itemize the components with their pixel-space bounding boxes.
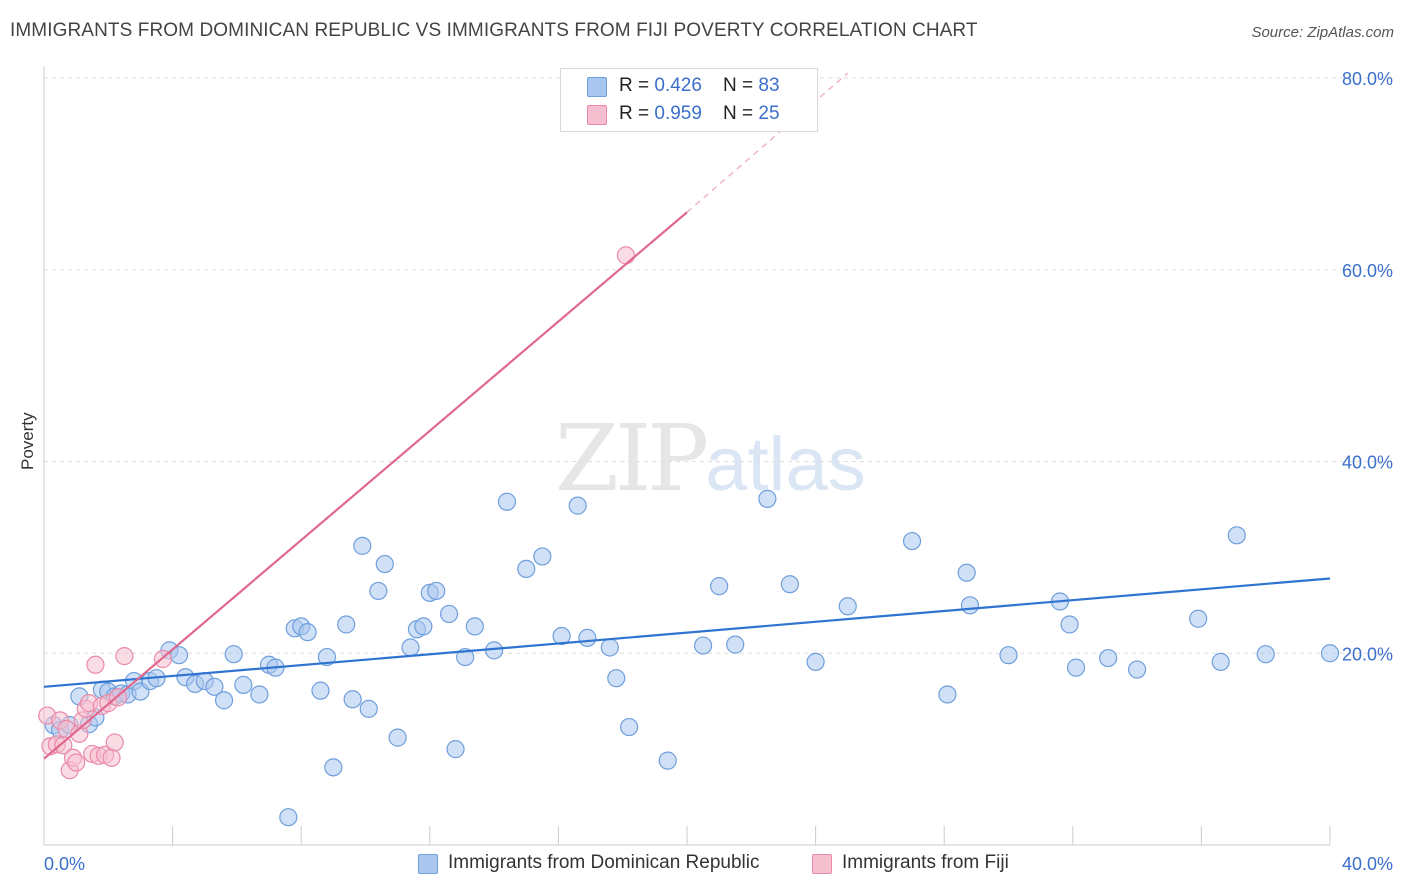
y-tick-label: 80.0%	[1342, 69, 1393, 89]
fiji-trend-line	[43, 211, 688, 760]
dominican-point	[234, 675, 253, 694]
watermark-atlas: atlas	[705, 422, 866, 507]
dominican-point	[902, 531, 922, 551]
legend-n-value: 25	[758, 103, 780, 124]
dominican-point	[369, 581, 388, 601]
dominican-point	[497, 492, 517, 511]
dominican-point	[517, 559, 536, 578]
fiji-point	[616, 246, 636, 265]
dominican-point	[456, 647, 475, 667]
correlation-legend: R = 0.426 N = 83 R = 0.959 N = 25	[560, 68, 818, 132]
dominican-point	[999, 646, 1018, 665]
dominican-point	[427, 581, 446, 601]
dominican-point	[960, 596, 980, 615]
legend-swatch-pink	[812, 854, 832, 874]
legend-n-value: 83	[758, 75, 780, 96]
dominican-point	[337, 615, 356, 634]
dominican-point	[780, 575, 799, 594]
dominican-point	[414, 617, 433, 636]
dominican-point	[838, 597, 857, 616]
legend-swatch-blue	[418, 854, 438, 874]
dominican-point	[298, 623, 317, 642]
dominican-point	[279, 808, 298, 827]
dominican-point	[758, 489, 777, 508]
legend-swatch-blue	[587, 77, 607, 97]
dominican-point	[607, 669, 626, 688]
y-tick-label: 60.0%	[1342, 261, 1393, 281]
dominican-point	[726, 635, 745, 654]
dominican-trend-line	[43, 577, 1331, 688]
watermark: ZIPatlas	[555, 405, 866, 512]
dominican-point	[401, 638, 420, 657]
dominican-point	[658, 751, 677, 770]
x-tick-label: 40.0%	[1342, 854, 1393, 874]
dominican-point	[465, 617, 484, 636]
fiji-point	[86, 655, 105, 674]
fiji-point	[67, 753, 86, 772]
dominican-point	[1189, 609, 1208, 628]
watermark-zip: ZIP	[555, 405, 709, 512]
dominican-point	[710, 577, 729, 596]
legend-label-dominican: Immigrants from Dominican Republic	[448, 852, 760, 873]
legend-swatch-pink	[587, 105, 607, 125]
dominican-point	[214, 691, 234, 710]
fiji-trend-extension	[686, 72, 849, 213]
dominican-point	[620, 717, 639, 737]
dominican-point	[938, 685, 957, 704]
legend-n-label: N =	[723, 103, 759, 124]
dominican-point	[375, 554, 394, 574]
dominican-point	[388, 728, 407, 747]
dominican-point	[578, 628, 597, 648]
dominican-point	[1256, 645, 1275, 664]
legend-r-label: R =	[619, 75, 655, 96]
legend-n-label: N =	[723, 75, 759, 96]
dominican-point	[552, 626, 571, 646]
dominican-point	[1127, 660, 1147, 679]
dominican-point	[693, 636, 713, 655]
legend-r-value: 0.959	[654, 103, 702, 124]
fiji-point	[105, 733, 124, 752]
dominican-point	[1320, 644, 1340, 663]
dominican-point	[957, 563, 976, 582]
dominican-point	[359, 699, 378, 718]
dominican-point	[1066, 658, 1086, 677]
legend-r-label: R =	[619, 103, 655, 124]
dominican-point	[224, 645, 243, 664]
fiji-point	[115, 647, 134, 666]
dominican-point	[353, 536, 372, 555]
dominican-point	[446, 740, 465, 759]
dominican-point	[250, 685, 269, 704]
x-tick-label: 0.0%	[44, 854, 85, 874]
y-tick-label: 20.0%	[1342, 644, 1393, 664]
fiji-point	[102, 748, 121, 767]
dominican-point	[324, 758, 343, 777]
dominican-point	[1227, 526, 1246, 545]
source-label: Source: ZipAtlas.com	[1251, 24, 1394, 41]
legend-r-value: 0.426	[654, 75, 702, 96]
dominican-point	[1211, 652, 1230, 671]
dominican-point	[205, 677, 224, 696]
dominican-point	[311, 681, 330, 700]
chart-title: IMMIGRANTS FROM DOMINICAN REPUBLIC VS IM…	[10, 20, 978, 41]
dominican-point	[600, 638, 619, 657]
dominican-point	[1060, 615, 1079, 634]
dominican-point	[439, 604, 459, 624]
dominican-point	[343, 690, 362, 709]
y-tick-label: 40.0%	[1342, 453, 1393, 473]
legend-label-fiji: Immigrants from Fiji	[842, 852, 1009, 873]
dominican-point	[806, 652, 825, 671]
dominican-point	[568, 496, 587, 515]
dominican-point	[317, 647, 337, 667]
dominican-point	[533, 547, 552, 566]
dominican-point	[1099, 648, 1118, 668]
